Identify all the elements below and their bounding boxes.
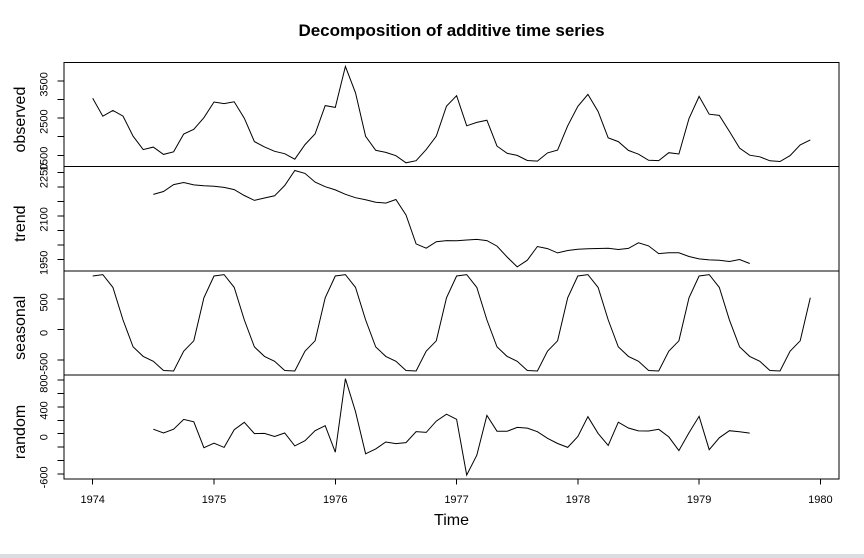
x-tick-label: 1978 [566, 494, 590, 506]
random-tick-label: -600 [39, 466, 51, 488]
x-tick-label: 1974 [80, 494, 104, 506]
random-series-line [153, 378, 750, 477]
random-tick-label: 400 [39, 401, 51, 419]
seasonal-tick-label: 0 [39, 330, 51, 336]
plot-panels: 1500 2500 3500 observed 1950 2100 2250 trend -50… [12, 62, 840, 506]
seasonal-axis-title: seasonal [12, 296, 29, 360]
random-tick-label: 800 [39, 374, 51, 392]
x-tick-label: 1980 [808, 494, 832, 506]
trend-axis-title: trend [12, 205, 29, 241]
x-axis-label: Time [434, 512, 469, 529]
seasonal-tick-label: 500 [39, 293, 51, 311]
trend-tick-label: 2250 [39, 164, 51, 188]
observed-tick-label: 2500 [39, 109, 51, 133]
trend-series-line [153, 169, 750, 268]
seasonal-series-line [92, 274, 811, 372]
observed-axis-title: observed [12, 87, 29, 153]
x-tick-label: 1975 [202, 494, 226, 506]
seasonal-tick-label: -500 [39, 353, 51, 375]
observed-series-line [92, 64, 811, 164]
observed-tick-label: 1500 [39, 147, 51, 171]
trend-tick-label: 1950 [39, 251, 51, 275]
x-tick-label: 1977 [444, 494, 468, 506]
trend-tick-label: 2100 [39, 207, 51, 231]
x-tick-label: 1979 [687, 494, 711, 506]
random-axis-title: random [12, 405, 29, 459]
plot-title: Decomposition of additive time series [298, 21, 604, 40]
random-tick-label: 0 [39, 434, 51, 440]
observed-tick-label: 3500 [39, 72, 51, 96]
window-bottom-edge [0, 554, 864, 558]
plot-box [63, 62, 840, 480]
x-tick-label: 1976 [323, 494, 347, 506]
